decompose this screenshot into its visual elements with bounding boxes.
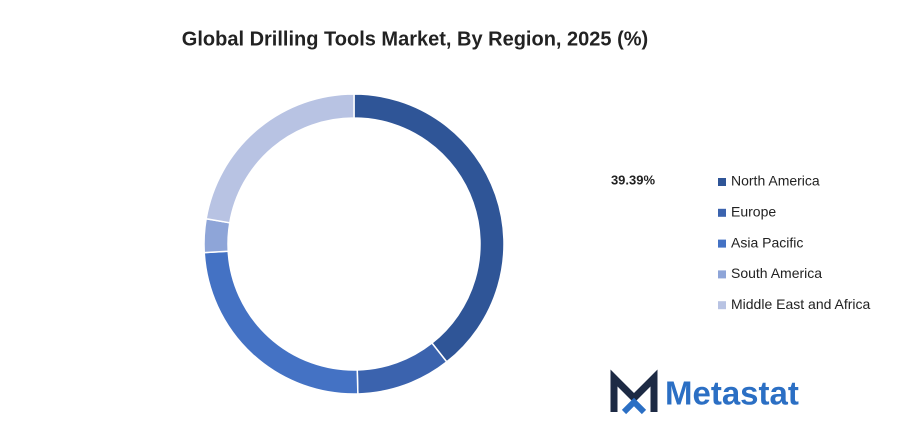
donut-segment [356, 341, 448, 395]
legend-label: Asia Pacific [731, 234, 803, 250]
donut-segment [203, 217, 231, 254]
donut-segment [205, 93, 355, 224]
legend-swatch [718, 208, 726, 217]
value-label: 39.39% [611, 172, 656, 187]
chart-title: Global Drilling Tools Market, By Region,… [182, 28, 648, 50]
logo: Metastat [610, 369, 799, 415]
legend-swatch [718, 301, 726, 310]
legend-label: Middle East and Africa [731, 296, 871, 312]
legend-swatch [718, 178, 726, 186]
legend-swatch [718, 239, 726, 248]
donut-segment [353, 93, 505, 363]
legend-label: Europe [731, 204, 776, 220]
legend-label: South America [731, 265, 822, 281]
brand-name: Metastat [665, 375, 799, 412]
legend-label: North America [731, 173, 820, 189]
legend-swatch [718, 270, 726, 279]
donut-segment [203, 250, 359, 395]
